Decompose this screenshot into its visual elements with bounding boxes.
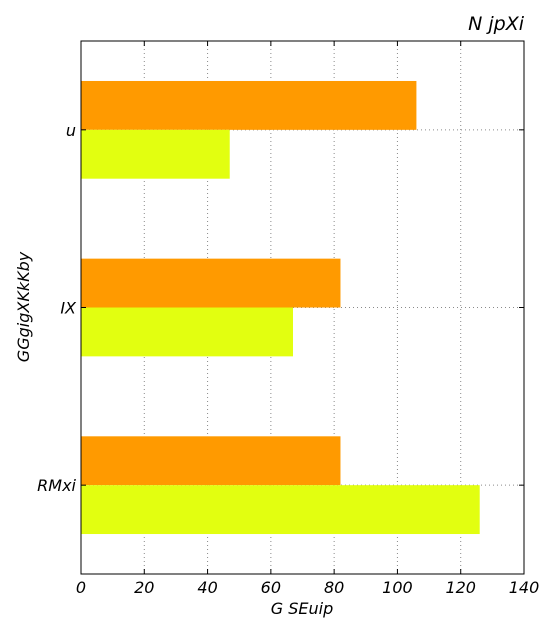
y-tick-label: RMxi [37, 476, 76, 495]
x-tick-label: 0 [76, 578, 86, 597]
y-tick-label: u [66, 121, 76, 140]
bar-series-2-RMxi [81, 485, 480, 535]
x-tick-label: 100 [382, 578, 413, 597]
x-tick-label: 20 [134, 578, 154, 597]
bar-series-2-IX [81, 307, 294, 357]
x-tick-label: 40 [197, 578, 217, 597]
bar-series-2-u [81, 129, 230, 179]
x-axis-label: G SEuip [271, 599, 334, 618]
bar-series-1-IX [81, 258, 341, 308]
plot-frame [80, 40, 525, 575]
x-tick-label: 80 [324, 578, 344, 597]
y-tick-label: IX [60, 299, 77, 318]
x-tick-label: 60 [261, 578, 281, 597]
bar-series-1-u [81, 80, 417, 130]
bar-series [81, 80, 480, 535]
x-tick-label: 140 [509, 578, 540, 597]
axis-ticks: 0 20 40 60 80 100 120 140 u IX RMxi [37, 41, 539, 597]
bar-series-1-RMxi [81, 436, 341, 486]
y-axis-label: GGgigXKkKby [14, 251, 33, 362]
chart-title: N jpXi [468, 13, 525, 35]
x-tick-label: 120 [445, 578, 476, 597]
